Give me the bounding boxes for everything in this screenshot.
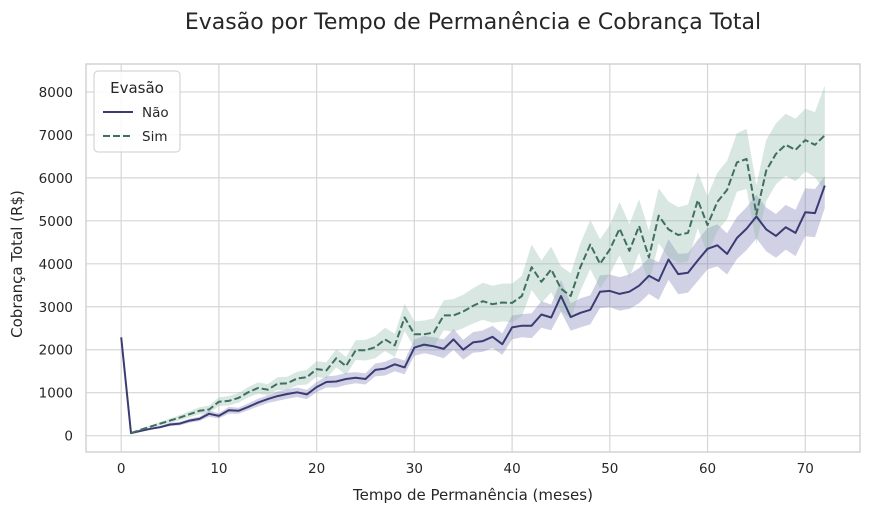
legend: Evasão Não Sim xyxy=(93,70,181,153)
legend-title: Evasão xyxy=(110,79,164,97)
x-axis-label: Tempo de Permanência (meses) xyxy=(352,486,593,504)
x-tick-label: 30 xyxy=(406,461,423,477)
y-tick-label: 3000 xyxy=(39,300,73,316)
x-tick-label: 10 xyxy=(210,461,227,477)
y-tick-label: 0 xyxy=(64,429,73,445)
legend-label: Não xyxy=(142,105,169,121)
x-tick-label: 60 xyxy=(699,461,716,477)
y-tick-label: 7000 xyxy=(39,128,73,144)
x-tick-label: 70 xyxy=(797,461,814,477)
confidence-band-no xyxy=(121,176,825,434)
legend-label: Sim xyxy=(142,129,167,145)
confidence-band-sim xyxy=(131,85,825,434)
x-tick-label: 40 xyxy=(503,461,520,477)
y-tick-label: 8000 xyxy=(39,85,73,101)
legend-box xyxy=(93,70,181,153)
plot-area: 0 10 20 30 40 50 60 70 0 1000 2000 3000 4000 5000 6000… xyxy=(39,63,861,477)
y-tick-label: 6000 xyxy=(39,171,73,187)
plot-frame xyxy=(85,63,861,453)
y-tick-label: 4000 xyxy=(39,257,73,273)
y-axis-label: Cobrança Total (R$) xyxy=(8,190,26,338)
x-tick-label: 50 xyxy=(601,461,618,477)
x-tick-label: 0 xyxy=(117,461,126,477)
series-line-no xyxy=(120,185,826,435)
chart-title: Evasão por Tempo de Permanência e Cobran… xyxy=(185,10,761,35)
series-line-sim xyxy=(130,134,826,435)
x-tick-label: 20 xyxy=(308,461,325,477)
y-tick-label: 2000 xyxy=(39,343,73,359)
y-tick-label: 1000 xyxy=(39,386,73,402)
y-tick-label: 5000 xyxy=(39,214,73,230)
